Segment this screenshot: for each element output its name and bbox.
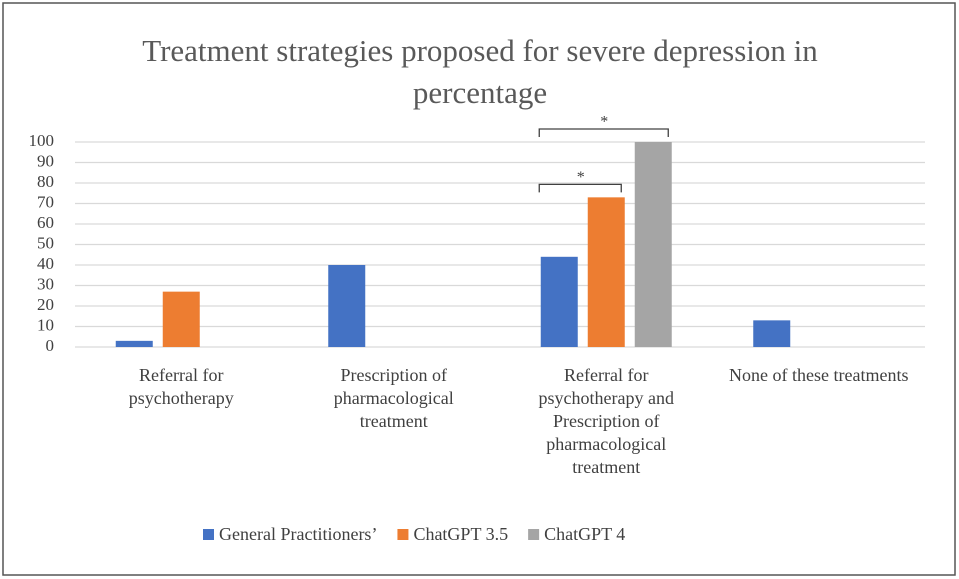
x-tick-label: None of these treatments [729, 365, 909, 385]
bar [634, 142, 672, 347]
significance-bracket [538, 183, 622, 193]
x-tick-label: Prescription of pharmacological treatmen… [333, 365, 454, 431]
y-tick-label: 60 [37, 213, 54, 232]
y-tick-label: 100 [29, 131, 55, 150]
bar [753, 320, 791, 347]
y-tick-label: 30 [37, 274, 54, 293]
legend-label: General Practitioners’ [219, 524, 377, 544]
y-tick-label: 90 [37, 151, 54, 170]
bar [162, 291, 200, 347]
x-tick-label: Referral for psychotherapy [128, 365, 234, 408]
y-tick-label: 50 [37, 233, 54, 252]
significance-bracket [538, 128, 669, 137]
y-tick-label: 80 [37, 172, 54, 191]
y-tick-label: 40 [37, 254, 54, 273]
y-tick-label: 70 [37, 192, 54, 211]
bar [328, 265, 366, 347]
legend-swatch [203, 529, 214, 540]
chart-title: Treatment strategies proposed for severe… [142, 33, 818, 110]
bar [115, 340, 153, 347]
bar [587, 197, 625, 347]
bar [540, 256, 578, 347]
x-tick-label: Referral for psychotherapy and Prescript… [538, 365, 674, 477]
legend-swatch [528, 529, 540, 540]
legend-swatch [397, 529, 409, 540]
y-tick-label: 20 [37, 295, 54, 314]
annotation: * [577, 169, 585, 186]
annotation: * [600, 114, 608, 131]
legend-label: ChatGPT 3.5 [413, 524, 508, 544]
y-tick-label: 0 [46, 336, 55, 355]
legend-label: ChatGPT 4 [544, 524, 625, 544]
y-tick-label: 10 [37, 315, 54, 334]
